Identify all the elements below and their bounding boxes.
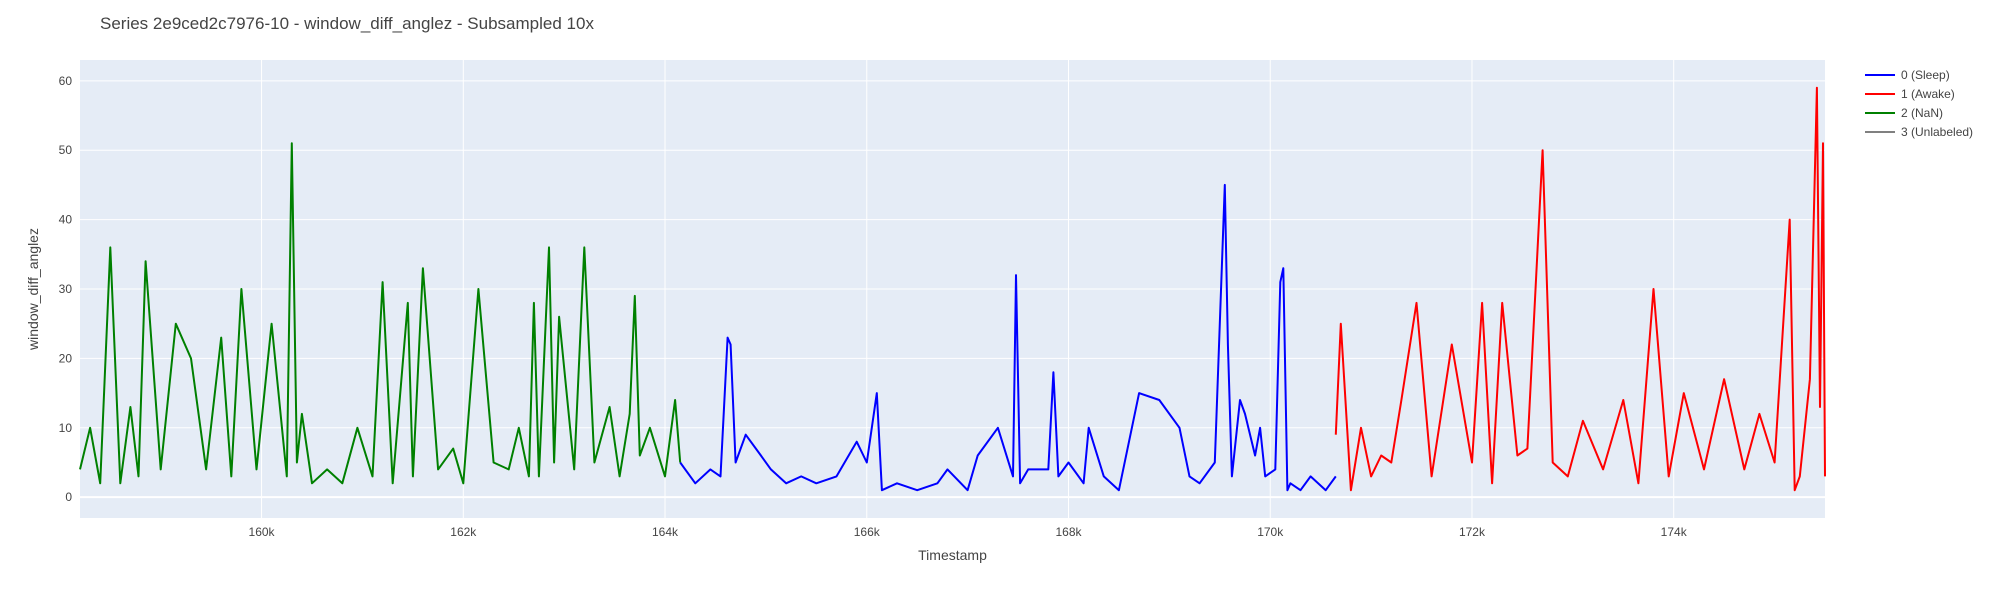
x-tick-label: 168k [1055,525,1082,539]
legend-item-0[interactable]: 0 (Sleep) [1865,68,1950,82]
y-tick-label: 60 [59,74,73,88]
series-line-0 [679,183,1337,492]
legend-item-3[interactable]: 3 (Unlabeled) [1865,125,1973,139]
legend-label: 3 (Unlabeled) [1901,125,1973,139]
x-tick-label: 174k [1661,525,1688,539]
y-tick-label: 40 [59,213,73,227]
y-tick-label: 50 [59,143,73,157]
legend[interactable]: 0 (Sleep) 1 (Awake) 2 (NaN) 3 (Unlabeled) [1865,68,1973,139]
y-axis-label: window_diff_anglez [25,228,41,351]
x-tick-label: 170k [1257,525,1284,539]
chart-title: Series 2e9ced2c7976-10 - window_diff_ang… [100,14,594,33]
x-tick-label: 164k [652,525,679,539]
series-line-1 [1334,86,1826,492]
y-tick-label: 10 [59,421,73,435]
x-axis-ticks: 160k 162k 164k 166k 168k 170k 172k 174k [249,525,1688,539]
x-tick-label: 162k [450,525,477,539]
y-tick-label: 30 [59,282,73,296]
x-tick-label: 166k [854,525,881,539]
y-tick-label: 0 [65,490,72,504]
legend-label: 1 (Awake) [1901,87,1955,101]
y-axis-ticks: 0 10 20 30 40 50 60 [59,74,73,504]
x-axis-label: Timestamp [918,547,987,563]
grid-lines [80,60,1825,518]
legend-label: 2 (NaN) [1901,106,1943,120]
legend-item-1[interactable]: 1 (Awake) [1865,87,1955,101]
x-tick-label: 160k [249,525,276,539]
x-tick-label: 172k [1459,525,1486,539]
legend-item-2[interactable]: 2 (NaN) [1865,106,1943,120]
series-line-2 [79,142,682,485]
legend-label: 0 (Sleep) [1901,68,1950,82]
y-tick-label: 20 [59,351,73,365]
series-layer [79,86,1826,492]
